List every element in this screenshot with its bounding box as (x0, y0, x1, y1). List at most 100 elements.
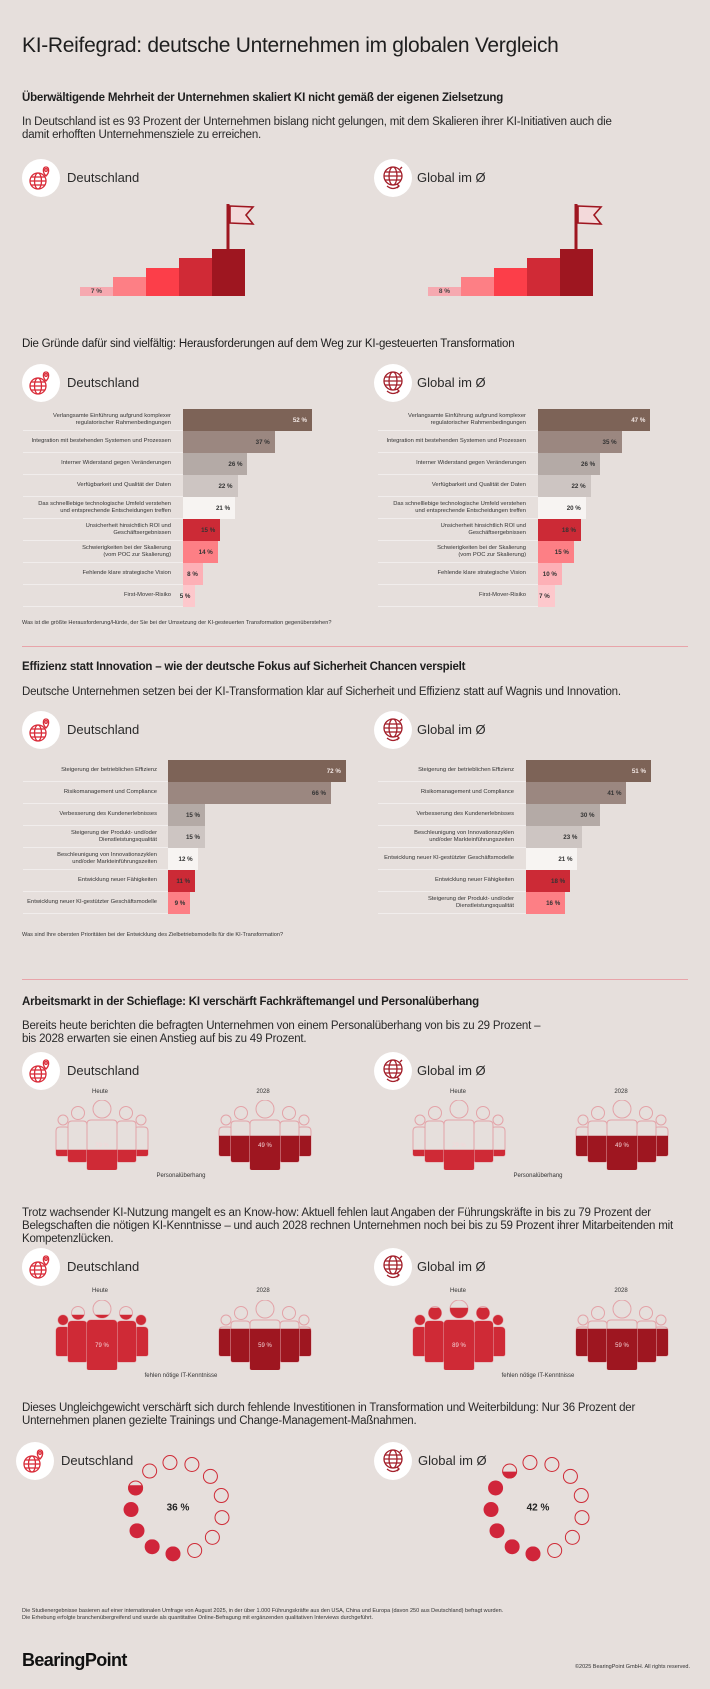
section1-text: In Deutschland ist es 93 Prozent der Unt… (22, 116, 612, 141)
bar-category-label: Interner Widerstand gegen Veränderungen (378, 453, 538, 475)
region-label-global: Global im Ø (417, 722, 486, 737)
person-figure (636, 1106, 657, 1163)
people-caption: Personalüberhang (513, 1173, 563, 1179)
section2-heading: Die Gründe dafür sind vielfältig: Heraus… (22, 338, 515, 350)
region-label-global: Global im Ø (417, 1063, 486, 1078)
bar (183, 497, 236, 519)
person-figure (55, 1314, 71, 1357)
bar-row: Das schnelllebige technologische Umfeld … (378, 497, 708, 519)
person-figure (443, 1099, 475, 1171)
bar-row: Unsicherheit hinsichtlich ROI und Geschä… (23, 519, 353, 541)
progress-circle (502, 1463, 518, 1479)
section-divider (22, 979, 688, 980)
people-chart-global-2028: 59 % (575, 1299, 669, 1375)
progress-circle (144, 1539, 160, 1555)
bar-category-label: Unsicherheit hinsichtlich ROI und Geschä… (23, 519, 183, 541)
today-label: Heute (91, 1089, 108, 1095)
bar (183, 541, 218, 563)
bar (168, 804, 206, 826)
bar-value-label: 12 % (178, 855, 193, 863)
bar-row: First-Mover-Risiko 5 % (23, 585, 353, 607)
stair-step (212, 249, 245, 296)
bar-value-label: 52 % (292, 416, 307, 424)
bar (183, 519, 221, 541)
bar-category-label: Steigerung der betrieblichen Effizienz (23, 760, 168, 782)
bar-row: Beschleunigung von Innovationszyklen und… (378, 826, 708, 848)
bar-category-label: Das schnelllebige technologische Umfeld … (23, 497, 183, 519)
stair-step (113, 277, 146, 296)
region-label-de: Deutschland (67, 170, 140, 185)
germany-globe-pin-icon (22, 1052, 60, 1090)
bar (538, 431, 622, 453)
bar (168, 848, 198, 870)
bar-row: Schwierigkeiten bei der Skalierung (vom … (23, 541, 353, 563)
progress-circle (165, 1546, 181, 1562)
bar-category-label: Unsicherheit hinsichtlich ROI und Geschä… (378, 519, 538, 541)
bar-value-label: 16 % (546, 899, 561, 907)
stair-value-label: 7 % (91, 288, 102, 295)
section4-heading: Arbeitsmarkt in der Schieflage: KI versc… (22, 996, 479, 1008)
region-label-global: Global im Ø (417, 170, 486, 185)
person-figure (443, 1299, 475, 1371)
bar-row: Integration mit bestehenden Systemen und… (23, 431, 353, 453)
global-globe-arrows-icon (374, 1248, 412, 1286)
bar-category-label: Fehlende klare strategische Vision (23, 563, 183, 585)
stair-step (80, 287, 113, 296)
bar-value-label: 18 % (561, 526, 577, 534)
today-label: Heute (449, 1288, 466, 1294)
germany-globe-pin-icon (22, 364, 60, 402)
person-figure (412, 1114, 428, 1157)
progress-circle (204, 1529, 220, 1545)
bar-category-label: Verlangsamte Einführung aufgrund komplex… (23, 409, 183, 431)
flag-icon (577, 205, 603, 225)
bar-category-label: Schwierigkeiten bei der Skalierung (vom … (378, 541, 538, 563)
people-chart-global-today: 89 % (412, 1299, 506, 1375)
person-figure (424, 1306, 445, 1363)
people-caption: fehlen nötige IT-Kenntnisse (144, 1373, 218, 1379)
person-figure (230, 1106, 251, 1163)
bar-value-label: 37 % (255, 438, 270, 446)
bar-value-label: 10 % (542, 570, 557, 578)
person-figure (653, 1314, 669, 1357)
region-label-de: Deutschland (67, 722, 140, 737)
section2-question: Was ist die größte Herausforderung/Hürde… (22, 620, 332, 626)
bar-category-label: Entwicklung neuer Fähigkeiten (23, 870, 168, 892)
ring-value-global: 42 % (526, 1502, 550, 1514)
person-figure (473, 1106, 494, 1163)
bar-category-label: Risikomanagement und Compliance (378, 782, 526, 804)
bar-category-label: Verfügbarkeit und Qualität der Daten (378, 475, 538, 497)
person-figure (230, 1306, 251, 1363)
person-figure (116, 1306, 137, 1363)
person-figure (606, 1299, 638, 1371)
global-globe-arrows-icon (374, 1442, 412, 1480)
bar-row: Verfügbarkeit und Qualität der Daten 22 % (378, 475, 708, 497)
bar-value-label: 5 % (179, 592, 191, 600)
person-figure (279, 1306, 300, 1363)
bar-row: Entwicklung neuer KI-gestützter Geschäft… (23, 892, 353, 914)
bar (538, 497, 586, 519)
circle-ring-chart-global (477, 1448, 597, 1573)
people-value-label: 29 % (95, 1143, 109, 1149)
bar-row: Fehlende klare strategische Vision 10 % (378, 563, 708, 585)
stair-value-label: 8 % (439, 288, 450, 295)
bar-category-label: Verbesserung des Kundenerlebnisses (23, 804, 168, 826)
bar (168, 826, 206, 848)
bar-row: Steigerung der Produkt- und/oder Dienstl… (378, 892, 708, 914)
section6-text: Dieses Ungleichgewicht verschärft sich d… (22, 1402, 636, 1427)
bar-row: Unsicherheit hinsichtlich ROI und Geschä… (378, 519, 708, 541)
bar-value-label: 20 % (566, 504, 581, 512)
bar-value-label: 15 % (554, 548, 569, 556)
people-value-label: 49 % (615, 1143, 629, 1149)
progress-circle (562, 1468, 578, 1484)
bar (168, 870, 196, 892)
bar-category-label: Entwicklung neuer KI-gestützter Geschäft… (378, 848, 526, 870)
stair-step (146, 268, 179, 296)
bar-value-label: 66 % (311, 789, 327, 797)
person-figure (249, 1299, 281, 1371)
bar (526, 760, 651, 782)
bar (538, 475, 591, 497)
section3-heading: Effizienz statt Innovation – wie der deu… (22, 661, 466, 673)
bar-row: Steigerung der Produkt- und/oder Dienstl… (23, 826, 353, 848)
bar (538, 453, 601, 475)
bar (168, 782, 332, 804)
